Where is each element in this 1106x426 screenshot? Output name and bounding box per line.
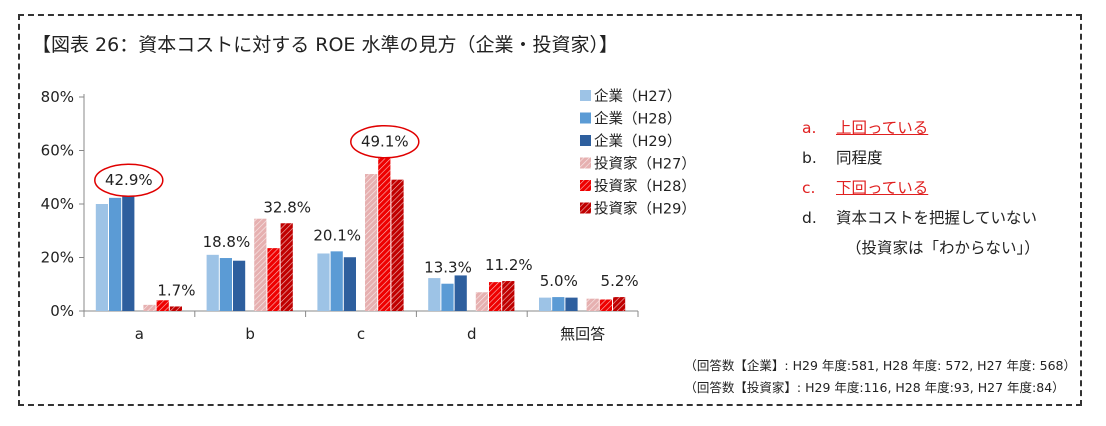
legend-swatch xyxy=(580,90,591,101)
answer-option-a: a. 上回っている xyxy=(802,113,1040,143)
answer-option-text: 上回っている xyxy=(836,119,929,137)
answer-option-letter: c. xyxy=(802,179,816,197)
data-label: 13.3% xyxy=(424,259,472,277)
bar xyxy=(330,251,343,311)
x-tick-label: c xyxy=(357,325,365,343)
legend-swatch-hatch xyxy=(580,180,591,191)
legend-label: 投資家（H27） xyxy=(594,156,696,173)
bar xyxy=(95,204,108,311)
bar xyxy=(428,278,441,311)
legend-swatch-hatch xyxy=(580,202,591,214)
answer-option-c: c. 下回っている xyxy=(802,173,1040,203)
bar xyxy=(565,297,578,311)
x-tick-label: a xyxy=(135,325,144,343)
legend-label: 投資家（H29） xyxy=(594,201,696,218)
y-tick-label: 20% xyxy=(41,249,74,267)
bar-hatch xyxy=(475,292,488,311)
bar xyxy=(109,197,122,311)
bar xyxy=(343,257,356,311)
answer-option-text: 下回っている xyxy=(836,179,929,197)
x-tick-label: 無回答 xyxy=(560,325,605,343)
legend-swatch-hatch xyxy=(580,157,591,169)
bar xyxy=(219,258,232,311)
bar-hatch xyxy=(502,281,515,311)
y-tick-label: 80% xyxy=(41,88,74,106)
response-count-investors: （回答数【投資家】: H29 年度:116, H28 年度:93, H27 年度… xyxy=(684,380,1065,395)
legend-swatch xyxy=(580,112,591,124)
y-tick-label: 0% xyxy=(50,302,74,320)
data-label: 5.2% xyxy=(601,272,639,290)
answer-option-text: 資本コストを把握していない xyxy=(836,209,1038,227)
bar xyxy=(539,297,552,311)
bar-hatch xyxy=(489,282,502,311)
data-label: 1.7% xyxy=(157,281,195,299)
data-label: 32.8% xyxy=(263,198,311,216)
bar-hatch xyxy=(156,300,169,311)
bar-hatch xyxy=(613,297,626,311)
data-label: 11.2% xyxy=(485,256,533,274)
bar-hatch xyxy=(586,298,599,311)
x-tick-label: d xyxy=(467,325,477,343)
answer-option-b: b. 同程度 xyxy=(802,143,1040,173)
legend-swatch xyxy=(580,135,591,146)
bar-hatch xyxy=(267,248,280,311)
y-tick-label: 40% xyxy=(41,195,74,213)
data-label: 18.8% xyxy=(203,233,251,251)
highlight-circle xyxy=(350,124,420,159)
data-label: 20.1% xyxy=(313,226,361,244)
y-tick-label: 60% xyxy=(41,142,74,160)
bar xyxy=(441,283,454,311)
legend-label: 投資家（H28） xyxy=(594,178,696,195)
answer-option-text: 同程度 xyxy=(836,149,883,167)
bar xyxy=(454,275,467,311)
response-counts: （回答数【企業】: H29 年度:581, H28 年度: 572, H27 年… xyxy=(684,355,1076,399)
bar xyxy=(552,297,565,311)
answer-options: a. 上回っている b. 同程度 c. 下回っている d. 資本コストを把握していない … xyxy=(802,113,1040,263)
answer-option-letter: b. xyxy=(802,149,817,167)
bar xyxy=(233,260,246,311)
bar-hatch xyxy=(599,299,612,311)
bar-hatch xyxy=(391,179,404,311)
legend-label: 企業（H29） xyxy=(594,132,681,150)
answer-option-d-note: （投資家は「わからない」） xyxy=(846,239,1040,257)
bar-hatch xyxy=(378,157,391,311)
chart-frame xyxy=(18,14,1082,406)
bar-hatch xyxy=(280,223,293,311)
bar xyxy=(206,254,219,311)
legend-label: 企業（H28） xyxy=(594,110,681,128)
bar xyxy=(122,196,135,311)
answer-option-letter: a. xyxy=(802,119,817,137)
bar-hatch xyxy=(254,218,267,311)
legend-label: 企業（H27） xyxy=(594,87,681,105)
bar-hatch xyxy=(169,306,182,311)
chart-title: 【図表 26：資本コストに対する ROE 水準の見方（企業・投資家）】 xyxy=(32,34,618,56)
x-tick-label: b xyxy=(245,325,255,343)
answer-option-d: d. 資本コストを把握していない xyxy=(802,203,1040,233)
answer-option-letter: d. xyxy=(802,209,817,227)
highlight-circle xyxy=(94,163,164,197)
bar-hatch xyxy=(365,174,378,311)
bar xyxy=(317,253,330,311)
response-count-companies: （回答数【企業】: H29 年度:581, H28 年度: 572, H27 年… xyxy=(684,358,1076,373)
data-label: 5.0% xyxy=(540,272,578,290)
bar-hatch xyxy=(143,304,156,311)
data-label: 49.1% xyxy=(361,133,409,151)
data-label: 42.9% xyxy=(105,171,153,189)
